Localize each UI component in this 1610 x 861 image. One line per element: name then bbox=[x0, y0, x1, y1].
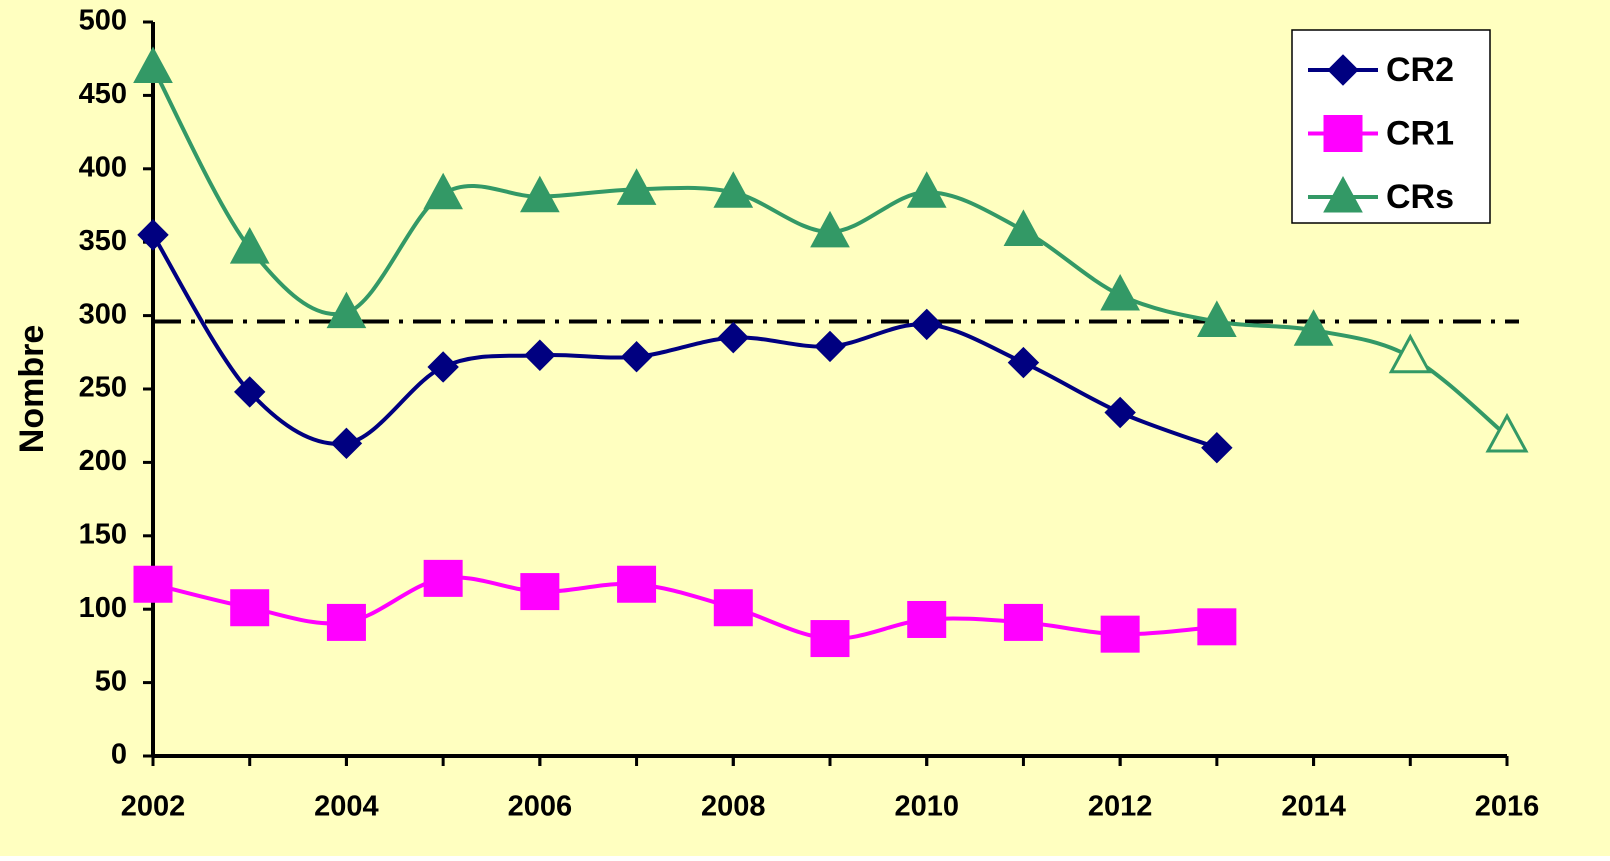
y-tick-label: 0 bbox=[111, 739, 127, 771]
point bbox=[1104, 396, 1136, 429]
x-tick-label: 2002 bbox=[121, 791, 186, 823]
point bbox=[1197, 608, 1237, 646]
legend-label: CR1 bbox=[1386, 114, 1454, 152]
y-tick-label: 300 bbox=[79, 298, 127, 330]
point bbox=[1201, 432, 1233, 464]
point bbox=[427, 351, 459, 383]
point bbox=[620, 340, 653, 373]
point bbox=[617, 565, 657, 603]
point bbox=[230, 589, 270, 627]
point bbox=[326, 603, 366, 641]
point bbox=[423, 172, 463, 210]
y-tick-label: 350 bbox=[79, 225, 127, 257]
x-tick-label: 2006 bbox=[508, 791, 573, 823]
point bbox=[906, 171, 947, 208]
x-tick-label: 2014 bbox=[1281, 791, 1346, 823]
y-tick-label: 400 bbox=[79, 151, 127, 183]
point bbox=[713, 171, 754, 208]
y-tick-label: 100 bbox=[79, 592, 127, 624]
point bbox=[1003, 603, 1043, 641]
point bbox=[137, 219, 169, 251]
point bbox=[229, 227, 270, 264]
point bbox=[1293, 309, 1334, 346]
point bbox=[911, 308, 943, 341]
point bbox=[810, 620, 850, 658]
legend-marker bbox=[1323, 115, 1363, 152]
legend-marker bbox=[1323, 175, 1363, 213]
legend-label: CRs bbox=[1386, 178, 1454, 216]
point bbox=[423, 559, 463, 597]
point bbox=[713, 589, 753, 627]
point bbox=[810, 210, 850, 248]
legend-marker bbox=[1327, 54, 1359, 86]
point bbox=[326, 291, 367, 329]
y-tick-label: 250 bbox=[79, 372, 127, 404]
point bbox=[524, 339, 556, 371]
point bbox=[520, 175, 560, 213]
point bbox=[520, 573, 560, 611]
point bbox=[907, 600, 947, 638]
point bbox=[330, 427, 363, 460]
point bbox=[1100, 273, 1140, 311]
point bbox=[717, 321, 749, 354]
y-axis-label: Nombre bbox=[13, 325, 51, 453]
y-tick-label: 50 bbox=[95, 665, 127, 697]
point bbox=[1100, 615, 1140, 653]
x-tick-label: 2012 bbox=[1088, 791, 1153, 823]
legend-label: CR2 bbox=[1386, 51, 1454, 89]
point bbox=[1485, 412, 1529, 453]
y-tick-label: 500 bbox=[79, 5, 127, 37]
point bbox=[814, 330, 846, 363]
x-tick-label: 2004 bbox=[314, 791, 379, 823]
point bbox=[1007, 346, 1040, 379]
point bbox=[133, 565, 173, 603]
point bbox=[1197, 300, 1237, 337]
point bbox=[616, 168, 657, 205]
y-tick-label: 450 bbox=[79, 78, 127, 110]
point bbox=[1388, 333, 1432, 374]
x-tick-label: 2008 bbox=[701, 791, 766, 823]
x-tick-label: 2010 bbox=[894, 791, 959, 823]
y-tick-label: 200 bbox=[79, 445, 127, 477]
point bbox=[1003, 209, 1044, 246]
y-tick-label: 150 bbox=[79, 518, 127, 550]
point bbox=[133, 46, 173, 84]
x-tick-label: 2016 bbox=[1475, 791, 1540, 823]
point bbox=[234, 376, 266, 408]
